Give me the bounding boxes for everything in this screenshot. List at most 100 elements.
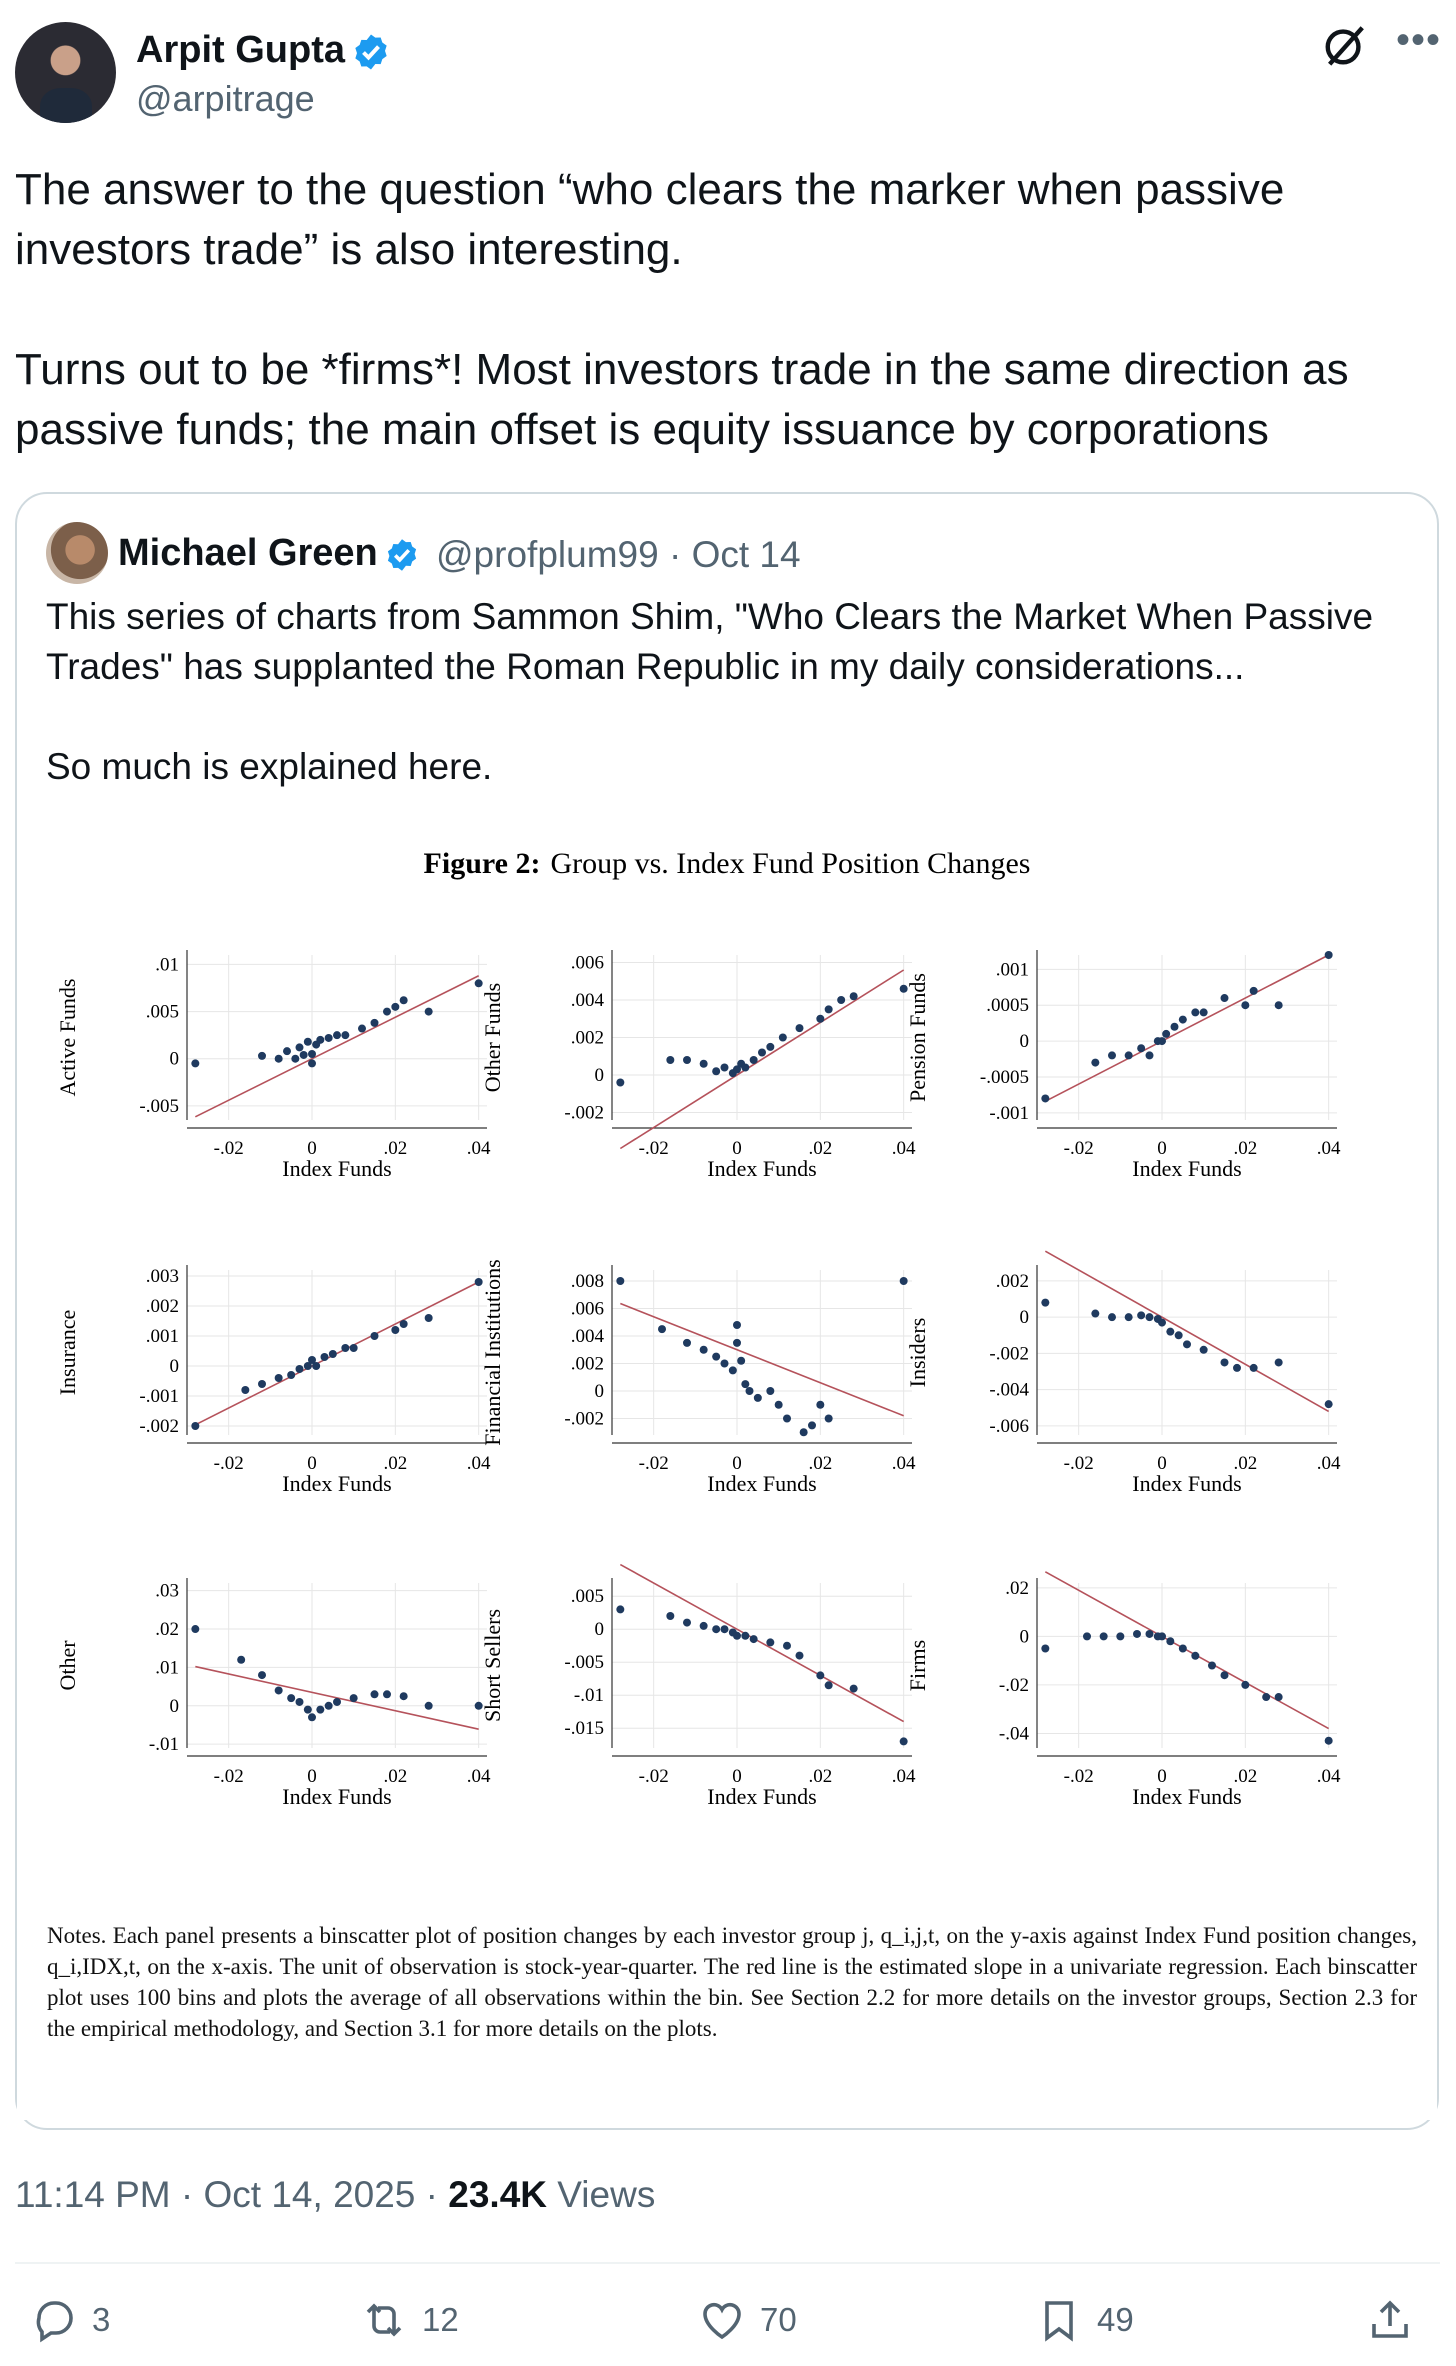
data-point <box>745 1387 754 1395</box>
chart-panel-2: -.02 0 .02 .04 .006 .004 .002 0 -.002 Index Funds… <box>480 950 916 1181</box>
data-point <box>749 1056 758 1064</box>
data-point <box>783 1641 791 1650</box>
figure-panels: -.02 0 .02 .04 .01 .005 0 -.005 Index Funds Activ… <box>55 950 1341 1809</box>
data-point <box>683 1618 691 1627</box>
data-point <box>1137 1044 1146 1053</box>
chart-panel-5: -.02 0 .02 .04 .008 .006 .004 .002 0 -.002 Index F… <box>480 1259 916 1496</box>
data-point <box>1274 1693 1283 1702</box>
data-point <box>699 1345 708 1354</box>
data-point <box>766 1042 775 1051</box>
data-point <box>237 1655 246 1664</box>
x-tick-label: .02 <box>1233 1138 1257 1159</box>
data-point <box>1083 1632 1091 1641</box>
regression-line <box>619 1563 905 1723</box>
data-point <box>295 1697 304 1706</box>
quoted-date: Oct 14 <box>691 534 801 575</box>
x-axis-label: Index Funds <box>707 1784 816 1809</box>
data-point <box>308 1356 316 1364</box>
y-tick-label: -.0005 <box>980 1067 1029 1088</box>
x-tick-label: .04 <box>892 1453 916 1474</box>
data-point <box>699 1621 708 1630</box>
data-point <box>1191 1008 1200 1017</box>
y-tick-label: .006 <box>571 953 604 974</box>
data-point <box>1220 994 1229 1003</box>
data-point <box>1249 986 1258 995</box>
y-tick-label: .004 <box>571 990 605 1011</box>
data-point <box>1324 1736 1333 1745</box>
regression-line <box>195 1665 479 1730</box>
quoted-tweet[interactable] <box>15 492 1439 2130</box>
data-point <box>899 1277 908 1285</box>
y-tick-label: .005 <box>146 1002 179 1023</box>
x-tick-label: -.02 <box>214 1453 244 1474</box>
data-point <box>349 1694 358 1703</box>
data-point <box>1145 1051 1154 1060</box>
y-tick-label: -.015 <box>564 1718 604 1739</box>
reply-count: 3 <box>92 2301 111 2338</box>
data-point <box>816 1671 825 1680</box>
data-point <box>287 1371 296 1379</box>
y-tick-label: 0 <box>170 1049 180 1070</box>
more-options-icon[interactable]: ••• <box>1396 18 1442 62</box>
author-name[interactable]: Arpit Gupta <box>136 28 391 72</box>
y-tick-label: .02 <box>155 1619 179 1640</box>
data-point <box>737 1356 746 1365</box>
data-point <box>1170 1022 1179 1031</box>
y-axis-label: Insiders <box>905 1318 930 1388</box>
x-tick-label: 0 <box>1157 1138 1167 1159</box>
data-point <box>303 1705 312 1714</box>
grok-icon[interactable] <box>1322 22 1368 68</box>
y-tick-label: .002 <box>571 1028 604 1049</box>
y-axis-label: Other Funds <box>480 983 505 1092</box>
data-point <box>683 1338 691 1347</box>
x-tick-label: -.02 <box>1064 1138 1094 1159</box>
data-point <box>683 1056 691 1064</box>
repost-button[interactable]: 12 <box>360 2290 459 2350</box>
data-point <box>1145 1313 1154 1322</box>
data-point <box>1199 1345 1208 1354</box>
y-tick-label: -.01 <box>149 1734 179 1755</box>
y-tick-label: 0 <box>1020 1307 1030 1328</box>
data-point <box>308 1050 316 1058</box>
author-name-text[interactable]: Arpit Gupta <box>136 29 345 71</box>
data-point <box>341 1031 350 1040</box>
regression-line <box>1044 954 1330 1103</box>
y-axis-label: Firms <box>905 1640 930 1691</box>
data-point <box>383 1690 391 1699</box>
y-tick-label: .005 <box>571 1586 604 1607</box>
figure-image[interactable]: Figure 2: Group vs. Index Fund Position C… <box>17 800 1437 2120</box>
data-point <box>849 1684 858 1693</box>
data-point <box>1041 1298 1050 1307</box>
reply-button[interactable]: 3 <box>30 2290 110 2350</box>
data-point <box>274 1686 283 1695</box>
x-tick-label: .02 <box>808 1138 832 1159</box>
x-tick-label: .04 <box>892 1766 916 1787</box>
verified-badge-icon <box>355 34 387 70</box>
quoted-author-handle: @profplum99 <box>436 534 659 575</box>
data-point <box>728 1366 737 1375</box>
share-button[interactable] <box>1366 2290 1428 2350</box>
x-tick-label: 0 <box>307 1453 317 1474</box>
data-point <box>358 1024 366 1033</box>
author-avatar[interactable] <box>15 22 116 123</box>
y-tick-label: 0 <box>1020 1626 1030 1647</box>
x-tick-label: 0 <box>307 1766 317 1787</box>
x-tick-label: .02 <box>808 1453 832 1474</box>
like-count: 70 <box>760 2301 797 2338</box>
data-point <box>712 1352 721 1361</box>
y-tick-label: 0 <box>170 1356 180 1377</box>
verified-badge-icon <box>387 539 416 571</box>
data-point <box>1166 1327 1175 1336</box>
data-point <box>1324 1400 1333 1409</box>
like-button[interactable]: 70 <box>698 2290 797 2350</box>
bookmark-button[interactable]: 49 <box>1035 2290 1134 2350</box>
tweet-time[interactable]: 11:14 PM <box>15 2174 171 2215</box>
author-handle[interactable]: @arpitrage <box>136 78 315 119</box>
data-point <box>808 1421 816 1430</box>
data-point <box>474 979 483 988</box>
data-point <box>1133 1629 1141 1638</box>
y-tick-label: .002 <box>571 1354 604 1375</box>
tweet-date[interactable]: Oct 14, 2025 <box>203 2174 416 2215</box>
data-point <box>1145 1629 1154 1638</box>
y-tick-label: 0 <box>595 1619 605 1640</box>
